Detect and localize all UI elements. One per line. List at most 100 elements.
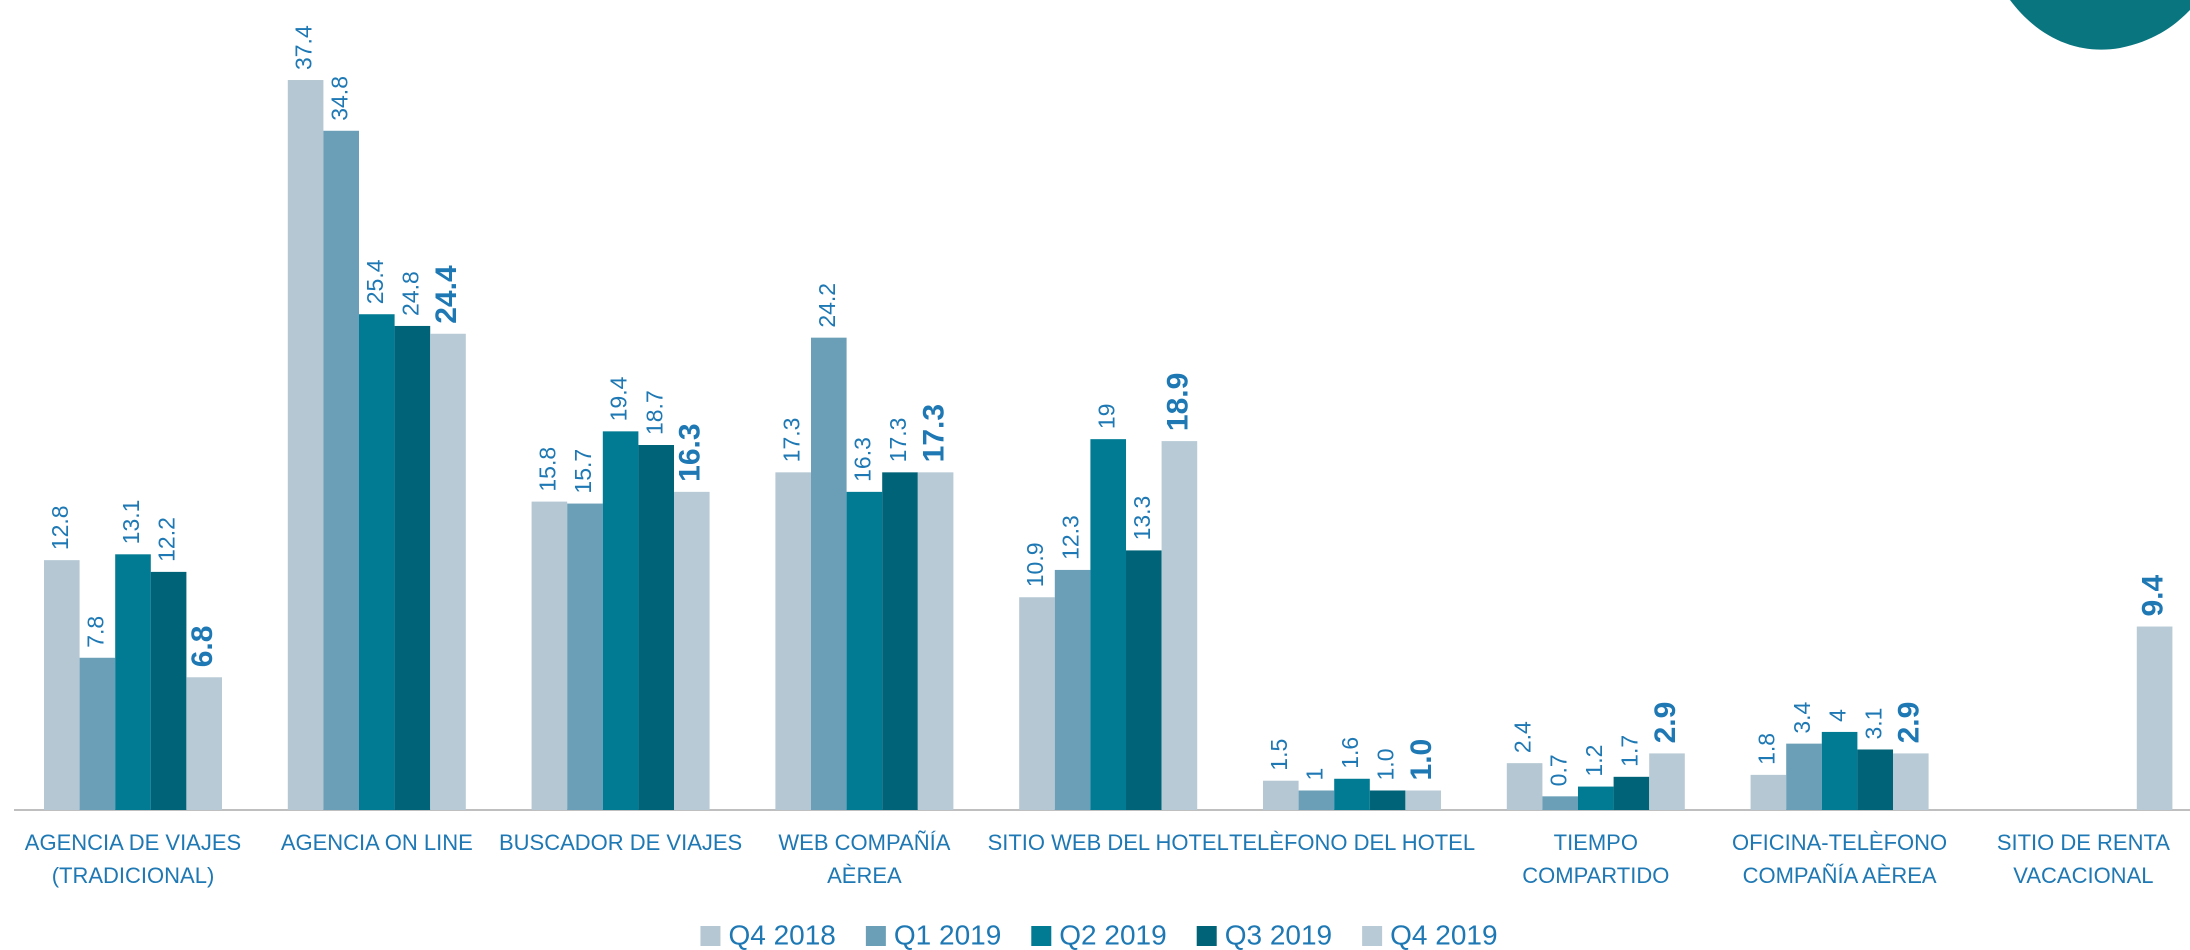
legend-swatch — [700, 926, 721, 946]
data-label: 17.3 — [778, 418, 804, 463]
data-label: 1.0 — [1373, 748, 1399, 780]
bar — [150, 571, 187, 810]
x-tick-label: SITIO WEB DEL HOTEL — [988, 830, 1229, 855]
bar — [115, 554, 151, 810]
bar — [846, 491, 883, 810]
legend-swatch — [1362, 926, 1383, 946]
data-label: 1.8 — [1753, 733, 1779, 765]
bar — [674, 491, 710, 810]
data-label: 10.9 — [1022, 542, 1048, 587]
data-label: 19.4 — [606, 376, 632, 421]
legend-label: Q3 2019 — [1225, 919, 1332, 950]
bar — [1369, 790, 1406, 810]
x-tick-label: VACACIONAL — [2013, 863, 2153, 888]
data-label: 24.8 — [397, 271, 423, 316]
bar — [1405, 790, 1441, 810]
bar — [1263, 780, 1299, 810]
bar — [811, 337, 847, 810]
legend-swatch — [865, 926, 886, 946]
bar — [1161, 441, 1198, 810]
bar — [394, 325, 431, 810]
data-label: 17.3 — [918, 404, 951, 462]
x-tick-label: AGENCIA DE VIAJES — [25, 830, 241, 855]
bar — [917, 472, 954, 810]
data-label: 12.2 — [154, 517, 180, 562]
bar — [79, 657, 116, 810]
data-label: 25.4 — [362, 259, 388, 304]
bar — [323, 130, 359, 810]
data-label: 18.9 — [1161, 373, 1194, 431]
data-label: 13.1 — [118, 500, 144, 545]
bar — [1821, 731, 1858, 810]
data-label: 18.7 — [641, 390, 667, 435]
bar — [531, 501, 568, 810]
bar — [1090, 439, 1126, 810]
x-tick-label: COMPAÑÍA AÈREA — [1743, 863, 1937, 888]
legend-label: Q1 2019 — [894, 919, 1001, 950]
data-label: 15.8 — [534, 447, 560, 492]
bar — [359, 314, 395, 810]
data-label: 16.3 — [674, 423, 707, 481]
data-label: 17.3 — [885, 418, 911, 463]
data-label: 3.4 — [1789, 701, 1815, 733]
data-label: 3.1 — [1860, 708, 1886, 740]
bar — [602, 431, 639, 810]
bar — [567, 503, 603, 810]
data-label: 1.6 — [1337, 737, 1363, 769]
bar — [1750, 774, 1787, 810]
bar — [1298, 790, 1335, 810]
data-label: 1.7 — [1616, 735, 1642, 767]
data-label: 9.4 — [2137, 575, 2170, 617]
data-label: 12.8 — [47, 505, 73, 550]
legend-label: Q2 2019 — [1059, 919, 1166, 950]
x-tick-label: AÈREA — [827, 863, 902, 888]
legend-swatch — [1031, 926, 1052, 946]
x-tick-label: WEB COMPAÑÍA — [778, 830, 950, 855]
data-label: 19 — [1093, 404, 1119, 430]
bar — [1786, 743, 1822, 810]
bar — [1334, 778, 1370, 810]
data-label: 34.8 — [326, 76, 352, 121]
bar — [1542, 796, 1578, 810]
x-tick-label: (TRADICIONAL) — [52, 863, 215, 888]
data-label: 2.9 — [1893, 702, 1926, 744]
legend-label: Q4 2018 — [728, 919, 835, 950]
data-label: 16.3 — [849, 437, 875, 482]
legend-swatch — [1196, 926, 1217, 946]
bar — [775, 472, 811, 810]
data-label: 6.8 — [186, 626, 219, 668]
x-tick-label: BUSCADOR DE VIAJES — [499, 830, 742, 855]
data-label: 2.4 — [1510, 721, 1536, 753]
x-tick-label: TIEMPO — [1554, 830, 1638, 855]
bar — [2136, 626, 2173, 810]
data-label: 4 — [1825, 709, 1851, 722]
bar — [1578, 786, 1614, 810]
bar — [186, 677, 222, 810]
data-label: 1.2 — [1581, 745, 1607, 777]
bar — [1019, 597, 1055, 810]
bar — [1126, 550, 1162, 810]
x-tick-label: COMPARTIDO — [1522, 863, 1669, 888]
data-label: 1.0 — [1405, 739, 1438, 781]
bar — [430, 333, 466, 810]
data-label: 13.3 — [1129, 496, 1155, 541]
bar — [1893, 753, 1929, 810]
x-tick-label: TELÈFONO DEL HOTEL — [1229, 830, 1475, 855]
data-label: 1.5 — [1266, 739, 1292, 771]
data-label: 2.9 — [1649, 702, 1682, 744]
bar — [638, 445, 674, 810]
data-label: 12.3 — [1058, 515, 1084, 560]
data-label: 15.7 — [570, 449, 596, 494]
bar — [1649, 753, 1685, 810]
bar — [1054, 569, 1091, 810]
data-label: 0.7 — [1545, 754, 1571, 786]
legend-label: Q4 2019 — [1390, 919, 1497, 950]
x-tick-label: SITIO DE RENTA — [1997, 830, 2170, 855]
bar — [287, 80, 324, 810]
data-label: 1 — [1301, 768, 1327, 781]
bar — [1613, 776, 1650, 810]
x-tick-label: OFICINA-TELÈFONO — [1732, 830, 1947, 855]
bar — [1506, 763, 1543, 810]
data-label: 24.2 — [814, 283, 840, 328]
